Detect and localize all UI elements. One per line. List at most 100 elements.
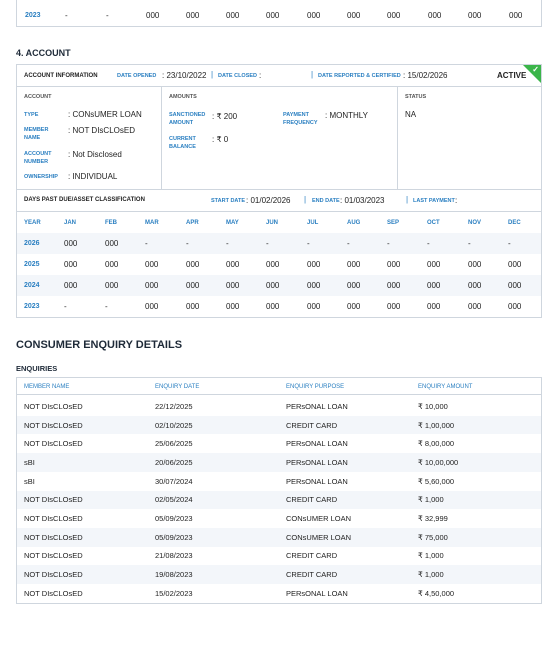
enquiry-amount: ₹ 10,00,000 bbox=[418, 457, 459, 467]
current-balance: ₹ 0 bbox=[216, 135, 229, 144]
enquiry-purpose: CREDIT CARD bbox=[286, 495, 338, 505]
dpd-cell: - bbox=[508, 239, 511, 248]
enquiry-member-name: NOT DIsCLOsED bbox=[24, 532, 83, 542]
enquiry-amount: ₹ 1,00,000 bbox=[418, 420, 455, 430]
dpd-cell: 000 bbox=[427, 260, 441, 269]
enquiry-date: 25/06/2025 bbox=[155, 439, 193, 449]
account-details-grid: ACCOUNT TYPE : CONsUMER LOAN MEMBER NAME… bbox=[17, 87, 541, 190]
enquiry-purpose: PERsONAL LOAN bbox=[286, 476, 348, 486]
account-column: ACCOUNT TYPE : CONsUMER LOAN MEMBER NAME… bbox=[17, 87, 162, 189]
dpd-cell: 000 bbox=[508, 302, 522, 311]
enquiry-member-name: sBI bbox=[24, 476, 35, 486]
dpd-start-date: 01/02/2026 bbox=[250, 196, 291, 205]
dpd-cell: 000 bbox=[347, 281, 361, 290]
enquiry-member-name: NOT DIsCLOsED bbox=[24, 439, 83, 449]
enquiry-purpose: CREDIT CARD bbox=[286, 570, 338, 580]
table-row: NOT DIsCLOsED 22/12/2025 PERsONAL LOAN ₹ 10… bbox=[17, 397, 541, 416]
dpd-year: 2024 bbox=[24, 282, 40, 289]
enquiry-rows: NOT DIsCLOsED 22/12/2025 PERsONAL LOAN ₹ 10… bbox=[17, 397, 541, 603]
table-row: NOT DIsCLOsED 21/08/2023 CREDIT CARD ₹ 1,00… bbox=[17, 547, 541, 566]
enquiry-member-name: NOT DIsCLOsED bbox=[24, 588, 83, 598]
dpd-year: 2023 bbox=[24, 303, 40, 310]
dpd-cell: - bbox=[64, 302, 67, 311]
amounts-column: AMOUNTS SANCTIONED AMOUNT : ₹ 200 CURREN… bbox=[162, 87, 398, 189]
enquiry-table: MEMBER NAME ENQUIRY DATE ENQUIRY PURPOSE… bbox=[16, 377, 542, 604]
enquiry-member-name: NOT DIsCLOsED bbox=[24, 514, 83, 524]
dpd-cell: 000 bbox=[427, 281, 441, 290]
dpd-year: 2026 bbox=[24, 240, 40, 247]
col-enquiry-purpose: ENQUIRY PURPOSE bbox=[286, 384, 345, 390]
enquiry-purpose: CREDIT CARD bbox=[286, 551, 338, 561]
dpd-cell: 000 bbox=[64, 260, 78, 269]
dpd-cell: 000 bbox=[468, 260, 482, 269]
dpd-label: DAYS PAST DUE/ASSET CLASSIFICATION bbox=[24, 197, 145, 203]
enquiry-amount: ₹ 5,60,000 bbox=[418, 476, 455, 486]
col-enquiry-date: ENQUIRY DATE bbox=[155, 384, 200, 390]
dpd-cell: 000 bbox=[508, 281, 522, 290]
dpd-row: 2023 - - 000 000 000 000 000 000 000 000… bbox=[25, 11, 523, 20]
enquiry-amount: ₹ 75,000 bbox=[418, 532, 448, 542]
enquiry-amount: ₹ 8,00,000 bbox=[418, 439, 455, 449]
enquiry-date: 30/07/2024 bbox=[155, 476, 193, 486]
col-member-name: MEMBER NAME bbox=[24, 384, 70, 390]
enquiry-member-name: NOT DIsCLOsED bbox=[24, 551, 83, 561]
dpd-cell: - bbox=[105, 302, 108, 311]
status-column-title: STATUS bbox=[405, 94, 427, 100]
dpd-cell: 000 bbox=[105, 239, 119, 248]
check-icon: ✓ bbox=[532, 65, 539, 74]
enquiry-date: 21/08/2023 bbox=[155, 551, 193, 561]
dpd-cell: 000 bbox=[387, 302, 401, 311]
enquiry-section-title: CONSUMER ENQUIRY DETAILS bbox=[16, 339, 183, 351]
account-panel: ACCOUNT INFORMATION DATE OPENED : 23/10/… bbox=[16, 64, 542, 318]
dpd-cell: - bbox=[307, 239, 310, 248]
table-row: sBI 30/07/2024 PERsONAL LOAN ₹ 5,60,000 bbox=[17, 472, 541, 491]
enquiry-amount: ₹ 1,000 bbox=[418, 495, 444, 505]
ownership: INDIVIDUAL bbox=[72, 172, 118, 181]
enquiry-purpose: PERsONAL LOAN bbox=[286, 401, 348, 411]
account-type: CONsUMER LOAN bbox=[72, 110, 142, 119]
date-opened-label: DATE OPENED bbox=[117, 73, 157, 79]
dpd-header: DAYS PAST DUE/ASSET CLASSIFICATION START… bbox=[17, 190, 541, 212]
enquiry-member-name: NOT DIsCLOsED bbox=[24, 495, 83, 505]
status-badge: ACTIVE bbox=[497, 71, 527, 80]
dpd-month-header: YEAR JAN FEB MAR APR MAY JUN JUL AUG SEP… bbox=[24, 220, 521, 226]
dpd-cell: 000 bbox=[387, 281, 401, 290]
enquiry-date: 19/08/2023 bbox=[155, 570, 193, 580]
dpd-cell: 000 bbox=[468, 281, 482, 290]
payment-frequency: MONTHLY bbox=[329, 111, 368, 120]
col-enquiry-amount: ENQUIRY AMOUNT bbox=[418, 384, 473, 390]
account-info-label: ACCOUNT INFORMATION bbox=[24, 73, 98, 79]
enquiry-purpose: PERsONAL LOAN bbox=[286, 457, 348, 467]
enquiry-amount: ₹ 10,000 bbox=[418, 401, 448, 411]
enquiry-date: 02/10/2025 bbox=[155, 420, 193, 430]
status-value: NA bbox=[405, 110, 417, 119]
enquiry-member-name: sBI bbox=[24, 457, 35, 467]
dpd-cell: 000 bbox=[387, 260, 401, 269]
dpd-cell: 000 bbox=[186, 260, 200, 269]
amounts-column-title: AMOUNTS bbox=[169, 94, 197, 100]
table-row: NOT DIsCLOsED 02/05/2024 CREDIT CARD ₹ 1,00… bbox=[17, 490, 541, 510]
account-info-header: ACCOUNT INFORMATION DATE OPENED : 23/10/… bbox=[17, 65, 541, 87]
dpd-cell: 000 bbox=[266, 302, 280, 311]
dpd-end-date: 01/03/2023 bbox=[344, 196, 385, 205]
dpd-cell: 000 bbox=[226, 302, 240, 311]
dpd-cell: 000 bbox=[307, 260, 321, 269]
dpd-cell: - bbox=[226, 239, 229, 248]
dpd-cell: 000 bbox=[145, 260, 159, 269]
enquiry-date: 20/06/2025 bbox=[155, 457, 193, 467]
dpd-cell: 000 bbox=[347, 260, 361, 269]
enquiry-purpose: PERsONAL LOAN bbox=[286, 439, 348, 449]
dpd-cell: - bbox=[145, 239, 148, 248]
account-column-title: ACCOUNT bbox=[24, 94, 52, 100]
enquiry-purpose: PERsONAL LOAN bbox=[286, 588, 348, 598]
dpd-cell: - bbox=[427, 239, 430, 248]
enquiry-member-name: NOT DIsCLOsED bbox=[24, 401, 83, 411]
member-name: NOT DIsCLOsED bbox=[72, 126, 135, 135]
dpd-row: 2025 000 000 000 000 000 000 000 000 000 000 000 000 bbox=[17, 254, 541, 275]
enquiry-date: 05/09/2023 bbox=[155, 514, 193, 524]
table-row: NOT DIsCLOsED 02/10/2025 CREDIT CARD ₹ 1,00… bbox=[17, 415, 541, 435]
table-row: NOT DIsCLOsED 05/09/2023 CONsUMER LOAN ₹ 32… bbox=[17, 509, 541, 528]
table-row: sBI 20/06/2025 PERsONAL LOAN ₹ 10,00,000 bbox=[17, 453, 541, 472]
enquiry-table-header: MEMBER NAME ENQUIRY DATE ENQUIRY PURPOSE… bbox=[17, 378, 541, 395]
table-row: NOT DIsCLOsED 15/02/2023 PERsONAL LOAN ₹ 4,… bbox=[17, 584, 541, 603]
